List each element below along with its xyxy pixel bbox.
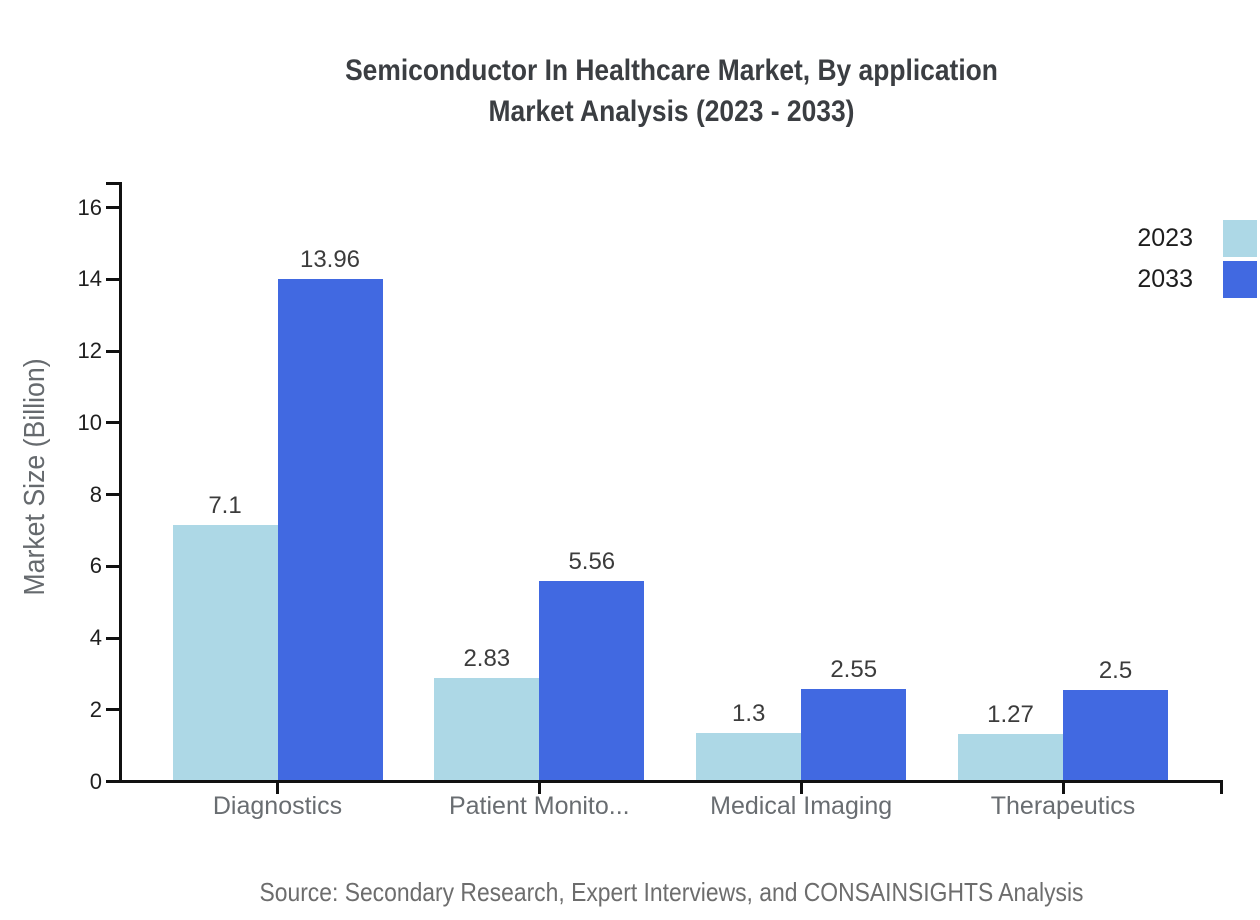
x-axis-end-cap xyxy=(1220,783,1223,794)
chart-title-line1: Semiconductor In Healthcare Market, By a… xyxy=(345,54,998,87)
y-tick-label-12: 12 xyxy=(77,338,102,363)
source-note: Source: Secondary Research, Expert Inter… xyxy=(259,877,1084,907)
legend-item-2033: 2033 xyxy=(1023,261,1257,298)
y-tick-4 xyxy=(106,636,122,640)
y-tick-8 xyxy=(106,493,122,496)
bar-value-2023-medical-imaging: 1.3 xyxy=(732,700,766,727)
legend-swatch-2023 xyxy=(1223,220,1257,257)
y-tick-label-6: 6 xyxy=(89,553,102,579)
bar-2033-medical-imaging xyxy=(801,689,907,780)
x-category-label-diagnostics: Diagnostics xyxy=(212,792,343,820)
y-tick-12 xyxy=(106,349,122,353)
y-tick-2 xyxy=(106,708,122,712)
x-tick-patient-monito xyxy=(537,783,541,794)
legend-swatch-2033 xyxy=(1223,261,1257,298)
y-tick-label-8: 8 xyxy=(89,481,102,507)
x-category-label-patient-monito: Patient Monito... xyxy=(448,792,630,820)
bar-value-2033-medical-imaging: 2.55 xyxy=(830,656,878,683)
y-tick-label-4: 4 xyxy=(89,625,102,650)
bar-2023-patient-monito xyxy=(434,678,540,780)
y-tick-label-0: 0 xyxy=(89,768,102,794)
bar-2033-therapeutics xyxy=(1063,690,1168,780)
x-tick-therapeutics xyxy=(1061,783,1065,794)
x-axis-line xyxy=(119,780,1223,783)
legend-item-2023: 2023 xyxy=(1023,220,1257,257)
legend-label-2033: 2033 xyxy=(1137,265,1193,293)
bar-value-2033-diagnostics: 13.96 xyxy=(299,246,361,273)
bar-value-2033-therapeutics: 2.5 xyxy=(1098,657,1133,684)
y-axis-title: Market Size (Billion) xyxy=(19,358,51,596)
chart-title: Semiconductor In Healthcare Market, By a… xyxy=(121,50,1222,132)
y-tick-label-2: 2 xyxy=(89,696,102,722)
y-tick-label-10: 10 xyxy=(77,409,102,435)
y-tick-label-14: 14 xyxy=(77,266,102,292)
bar-2023-medical-imaging xyxy=(696,733,802,780)
y-tick-label-16: 16 xyxy=(77,194,102,220)
bar-2033-diagnostics xyxy=(277,279,383,780)
y-tick-10 xyxy=(106,421,122,425)
y-axis-top-cap xyxy=(106,182,122,185)
y-tick-14 xyxy=(106,277,122,281)
bar-value-2023-diagnostics: 7.1 xyxy=(208,492,242,519)
y-tick-0 xyxy=(106,780,122,783)
bar-2023-diagnostics xyxy=(172,525,278,780)
x-tick-diagnostics xyxy=(276,783,279,794)
x-category-label-medical-imaging: Medical Imaging xyxy=(710,792,893,820)
x-tick-medical-imaging xyxy=(799,783,803,794)
bar-value-2023-therapeutics: 1.27 xyxy=(987,701,1034,728)
x-category-label-therapeutics: Therapeutics xyxy=(990,792,1136,820)
y-axis-line xyxy=(119,182,122,783)
bar-2023-therapeutics xyxy=(958,734,1063,780)
chart-title-line2: Market Analysis (2023 - 2033) xyxy=(488,95,855,128)
bar-value-2033-patient-monito: 5.56 xyxy=(568,548,616,575)
y-tick-6 xyxy=(106,564,122,568)
legend-label-2023: 2023 xyxy=(1137,224,1193,252)
bar-2033-patient-monito xyxy=(539,581,645,780)
y-tick-16 xyxy=(106,206,122,209)
bar-value-2023-patient-monito: 2.83 xyxy=(463,645,511,672)
